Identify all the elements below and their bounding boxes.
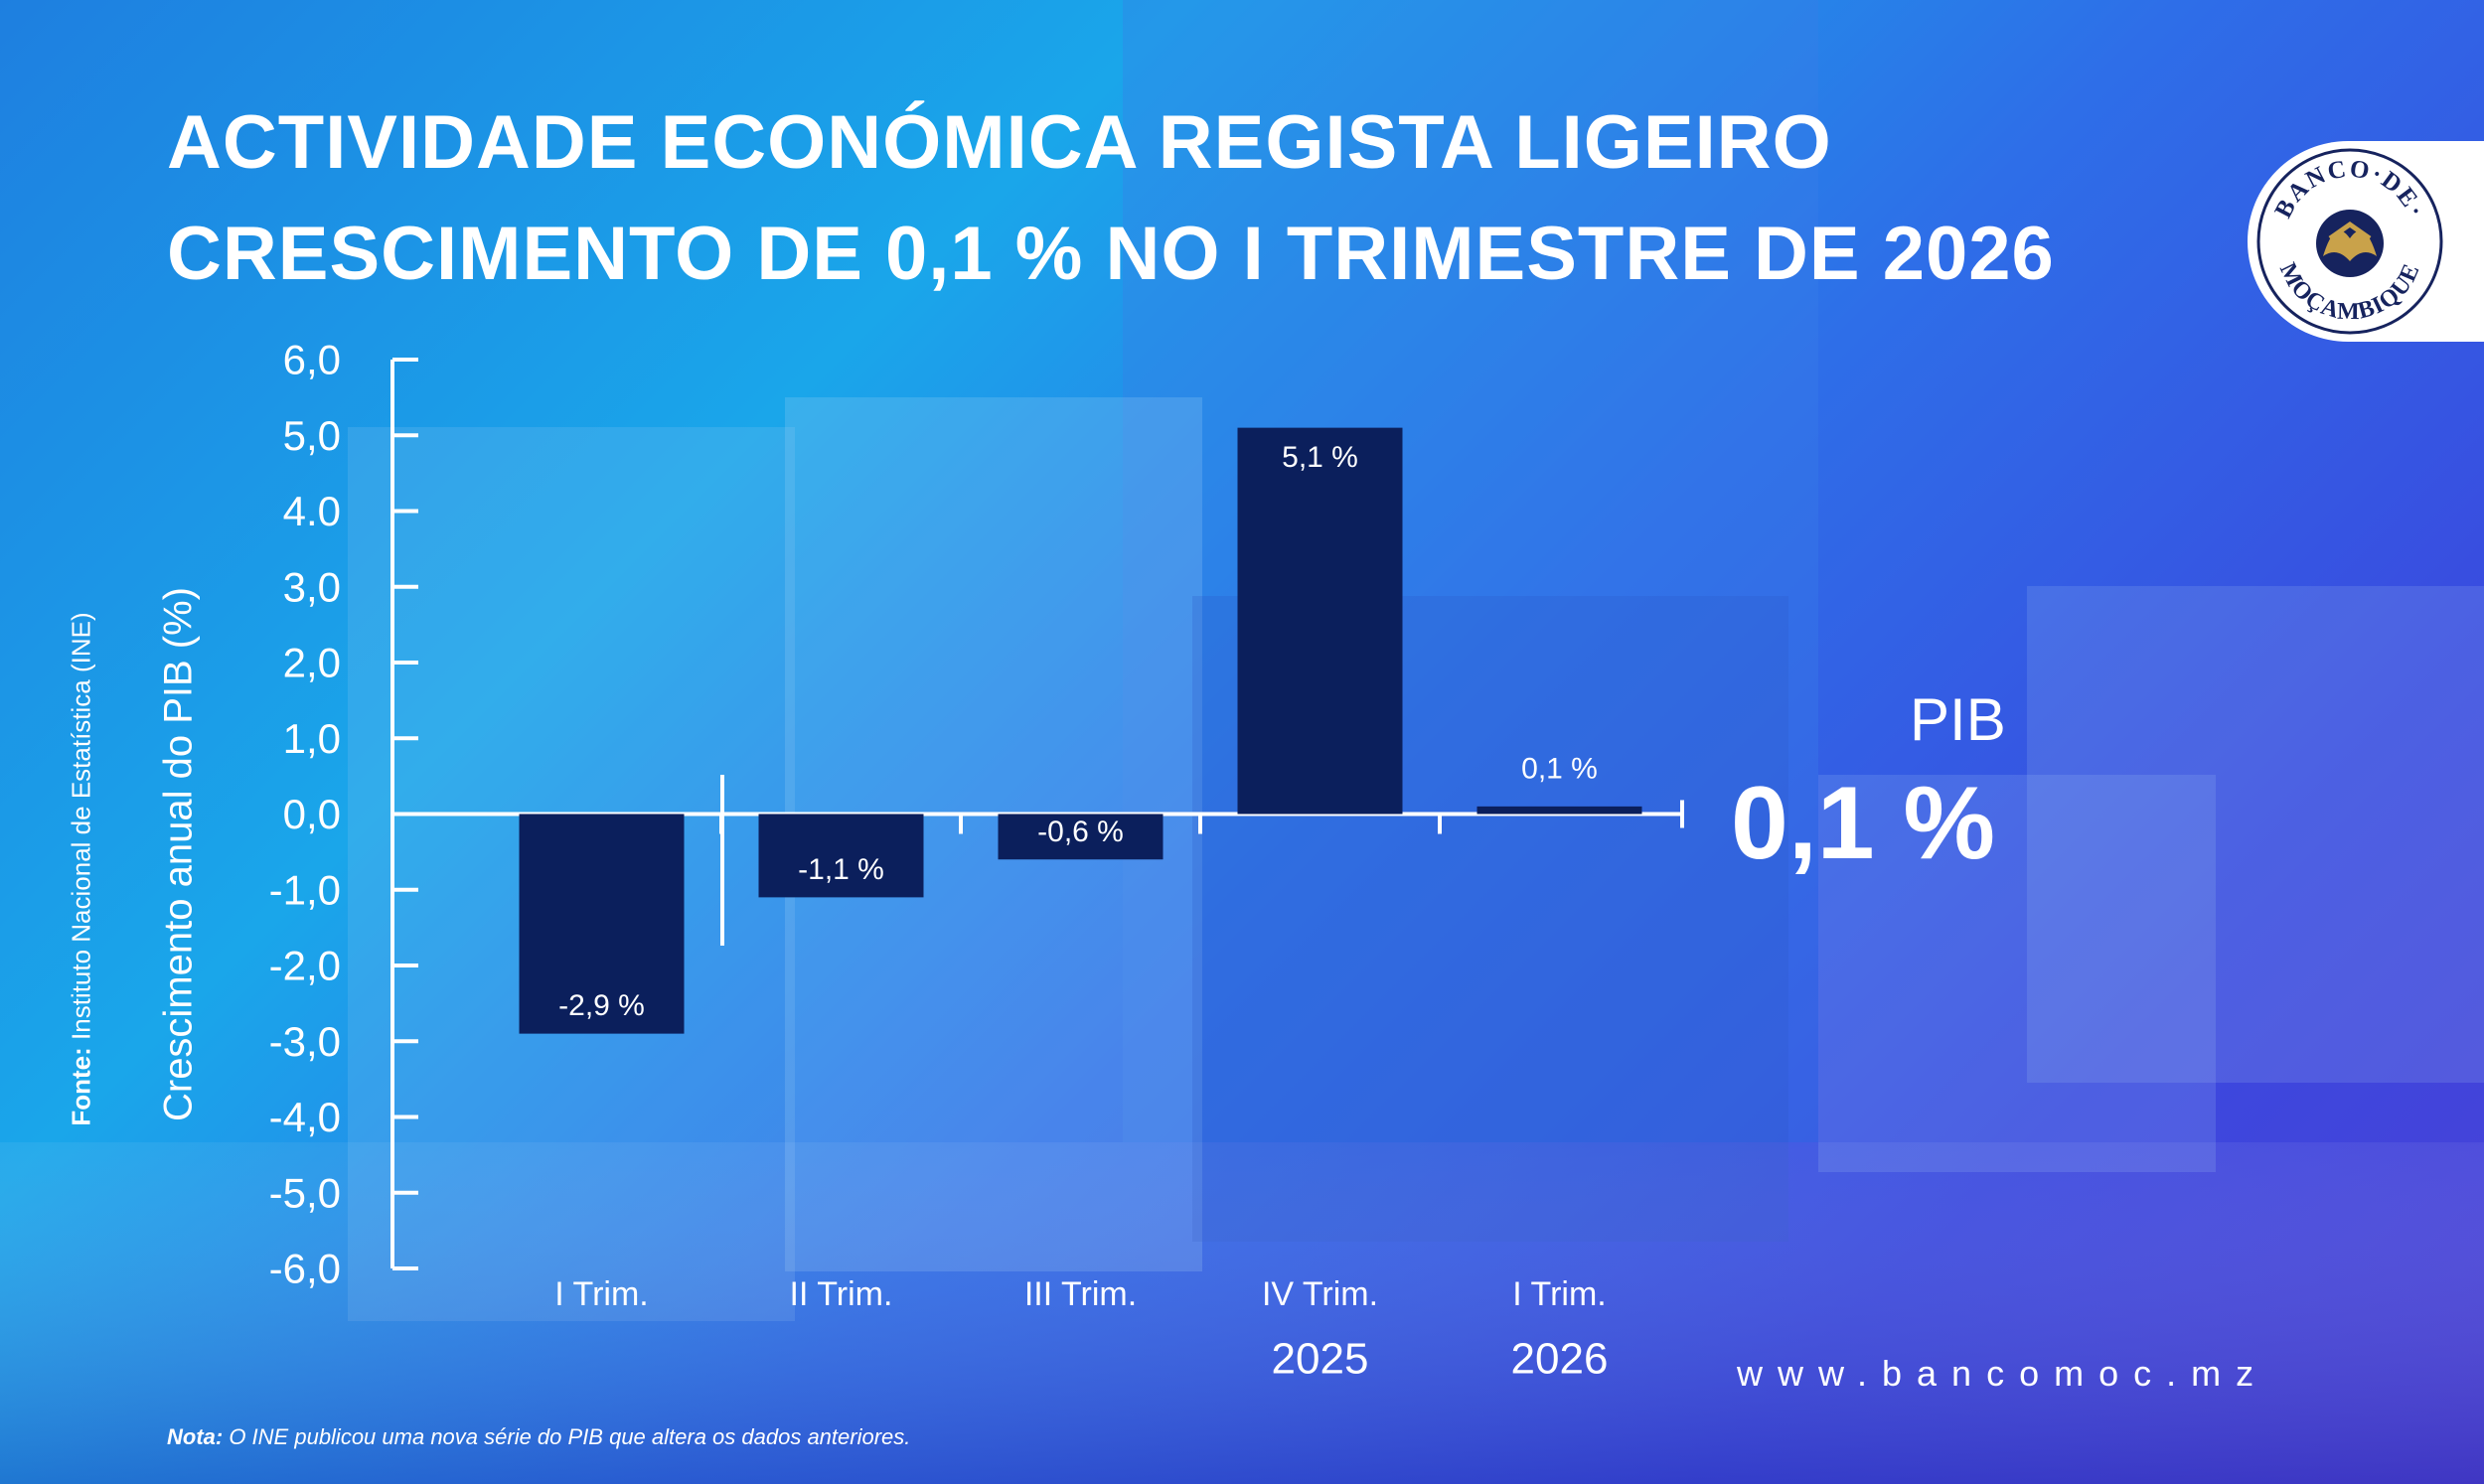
website-url[interactable]: www.bancomoc.mz bbox=[1737, 1353, 2269, 1394]
title-line-2: CRESCIMENTO DE 0,1 % NO I TRIMESTRE DE 2… bbox=[167, 212, 2055, 296]
x-tick-label: I Trim. bbox=[554, 1275, 648, 1313]
y-tick-label: -3,0 bbox=[269, 1018, 341, 1065]
y-tick-label: -1,0 bbox=[269, 866, 341, 913]
bar-value-label: -0,6 % bbox=[1037, 816, 1124, 848]
y-tick-label: -4,0 bbox=[269, 1094, 341, 1140]
bank-emblem-icon: BANCO·DE· MOÇAMBIQUE bbox=[2256, 148, 2443, 335]
title-line-1: ACTIVIDADE ECONÓMICA REGISTA LIGEIRO bbox=[167, 100, 1832, 185]
x-tick-label: II Trim. bbox=[790, 1275, 893, 1313]
bar-value-label: 0,1 % bbox=[1521, 752, 1598, 785]
year-label: 2026 bbox=[1511, 1335, 1609, 1384]
bar bbox=[998, 814, 1164, 860]
note-label: Nota: bbox=[167, 1424, 224, 1449]
year-label: 2025 bbox=[1272, 1335, 1369, 1384]
pib-label: PIB bbox=[1910, 686, 2006, 753]
bar-value-label: -1,1 % bbox=[798, 853, 884, 886]
bar-value-label: 5,1 % bbox=[1282, 441, 1358, 474]
y-tick-label: -6,0 bbox=[269, 1246, 341, 1292]
y-tick-label: -2,0 bbox=[269, 943, 341, 989]
bar bbox=[758, 814, 924, 898]
y-tick-label: 0,0 bbox=[283, 791, 341, 837]
bar bbox=[1237, 427, 1403, 815]
bar bbox=[1476, 806, 1642, 815]
footnote: Nota: O INE publicou uma nova série do P… bbox=[167, 1424, 910, 1450]
x-tick-label: I Trim. bbox=[1512, 1275, 1606, 1313]
y-tick-label: 4.0 bbox=[283, 488, 341, 534]
page-title: ACTIVIDADE ECONÓMICA REGISTA LIGEIRO CRE… bbox=[167, 87, 2055, 310]
note-text: O INE publicou uma nova série do PIB que… bbox=[223, 1424, 911, 1449]
bar-value-label: -2,9 % bbox=[558, 989, 645, 1022]
y-tick-label: 5,0 bbox=[283, 412, 341, 459]
y-tick-label: 3,0 bbox=[283, 563, 341, 610]
y-tick-label: 2,0 bbox=[283, 640, 341, 686]
y-tick-label: 1,0 bbox=[283, 715, 341, 762]
y-tick-label: -5,0 bbox=[269, 1169, 341, 1216]
y-tick-label: 6,0 bbox=[283, 337, 341, 383]
x-tick-label: III Trim. bbox=[1024, 1275, 1137, 1313]
pib-value: 0,1 % bbox=[1731, 766, 1995, 881]
bar bbox=[519, 814, 685, 1034]
banco-de-mocambique-logo: BANCO·DE· MOÇAMBIQUE bbox=[2248, 141, 2484, 342]
x-tick-label: IV Trim. bbox=[1262, 1275, 1378, 1313]
